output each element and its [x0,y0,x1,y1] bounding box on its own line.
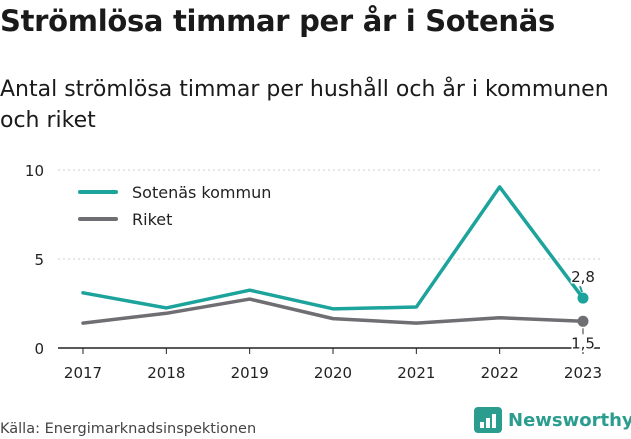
legend-label-1: Riket [132,210,172,229]
chart-title: Strömlösa timmar per år i Sotenäs [0,4,555,38]
bar-chart-icon [474,407,502,433]
y-tick-label: 5 [34,251,44,269]
data-point-0 [577,292,589,304]
x-tick-label: 2020 [314,364,352,382]
series-line-1 [81,297,585,325]
y-tick-label: 0 [34,340,44,358]
x-tick-label: 2018 [147,364,185,382]
chart-subtitle: Antal strömlösa timmar per hushåll och å… [0,77,609,133]
legend-label-0: Sotenäs kommun [132,183,271,202]
x-tick-label: 2023 [564,364,602,382]
x-tick-label: 2017 [64,364,102,382]
series-line-0 [81,185,585,311]
end-value-label: 1,5 [571,334,595,352]
x-tick-label: 2022 [481,364,519,382]
brand-name: Newsworthy [508,409,631,431]
end-label-leader [579,285,583,293]
source-note: Källa: Energimarknadsinspektionen [0,421,257,437]
data-point-1 [577,315,589,327]
brand-logo: Newsworthy [474,407,631,433]
y-tick-label: 10 [25,162,44,180]
x-tick-label: 2019 [231,364,269,382]
x-tick-label: 2021 [397,364,435,382]
end-value-label: 2,8 [571,268,595,286]
